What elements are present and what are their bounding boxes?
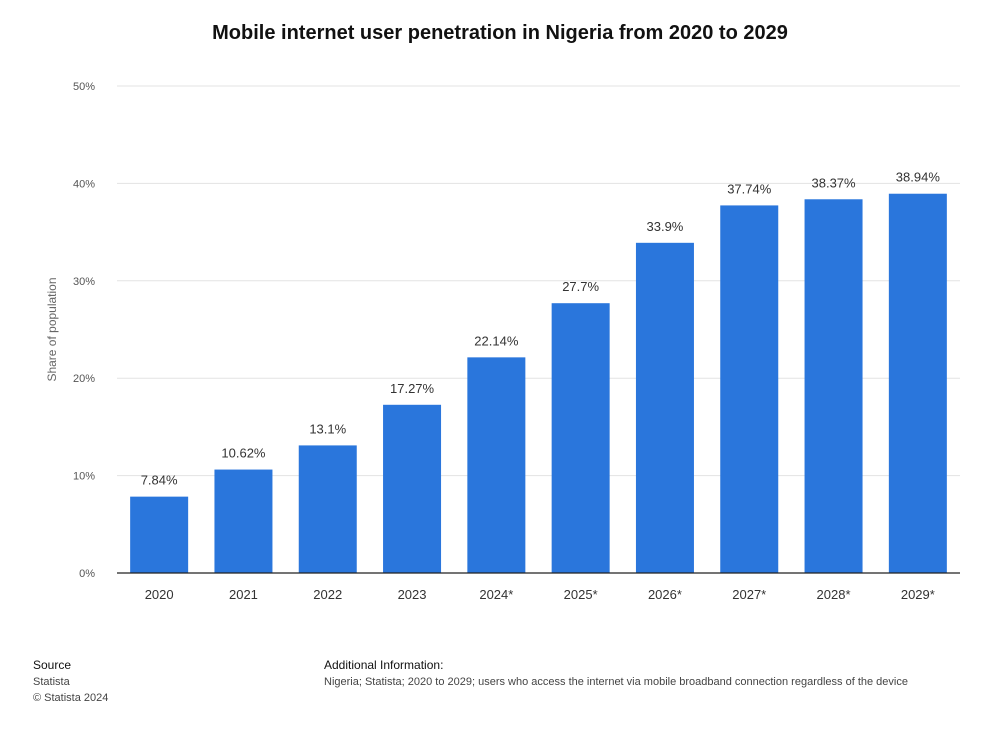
- x-tick-label: 2022: [313, 587, 342, 602]
- data-label: 38.94%: [896, 170, 941, 185]
- additional-info-heading: Additional Information:: [324, 658, 444, 672]
- y-tick-label: 20%: [73, 373, 95, 385]
- bar: [130, 496, 189, 573]
- data-label: 27.7%: [562, 279, 599, 294]
- data-label: 33.9%: [647, 219, 684, 234]
- y-tick-label: 0%: [79, 568, 95, 580]
- x-tick-label: 2029*: [901, 587, 935, 602]
- data-label: 37.74%: [727, 181, 772, 196]
- additional-info-text: Nigeria; Statista; 2020 to 2029; users w…: [324, 676, 908, 688]
- bar: [298, 445, 357, 573]
- data-label: 17.27%: [390, 381, 435, 396]
- x-tick-label: 2027*: [732, 587, 766, 602]
- chart-title: Mobile internet user penetration in Nige…: [212, 22, 788, 44]
- bar-chart: Share of population 0% 10% 20% 30% 40% 50% 7.84…: [45, 81, 960, 602]
- bar: [720, 205, 779, 573]
- x-tick-label: 2020: [145, 587, 174, 602]
- x-tick-label: 2026*: [648, 587, 682, 602]
- bar: [214, 469, 273, 573]
- y-tick-label: 50%: [73, 81, 95, 93]
- data-label: 10.62%: [221, 446, 266, 461]
- bar: [383, 404, 442, 573]
- y-axis-label: Share of population: [45, 277, 59, 381]
- x-tick-label: 2023: [398, 587, 427, 602]
- source-name: Statista: [33, 676, 70, 688]
- y-tick-label: 30%: [73, 276, 95, 288]
- bar: [804, 199, 863, 574]
- x-tick-label: 2025*: [564, 587, 598, 602]
- bar: [635, 242, 694, 573]
- copyright: © Statista 2024: [33, 692, 109, 704]
- x-tick-label: 2021: [229, 587, 258, 602]
- source-heading: Source: [33, 658, 72, 672]
- data-label: 13.1%: [309, 421, 346, 436]
- y-tick-label: 10%: [73, 471, 95, 483]
- bar: [888, 193, 947, 573]
- data-label: 38.37%: [812, 175, 857, 190]
- bar: [551, 303, 610, 573]
- data-label: 7.84%: [141, 473, 178, 488]
- x-tick-label: 2024*: [479, 587, 513, 602]
- y-tick-label: 40%: [73, 178, 95, 190]
- data-label: 22.14%: [474, 333, 519, 348]
- bar: [467, 357, 526, 573]
- x-tick-label: 2028*: [817, 587, 851, 602]
